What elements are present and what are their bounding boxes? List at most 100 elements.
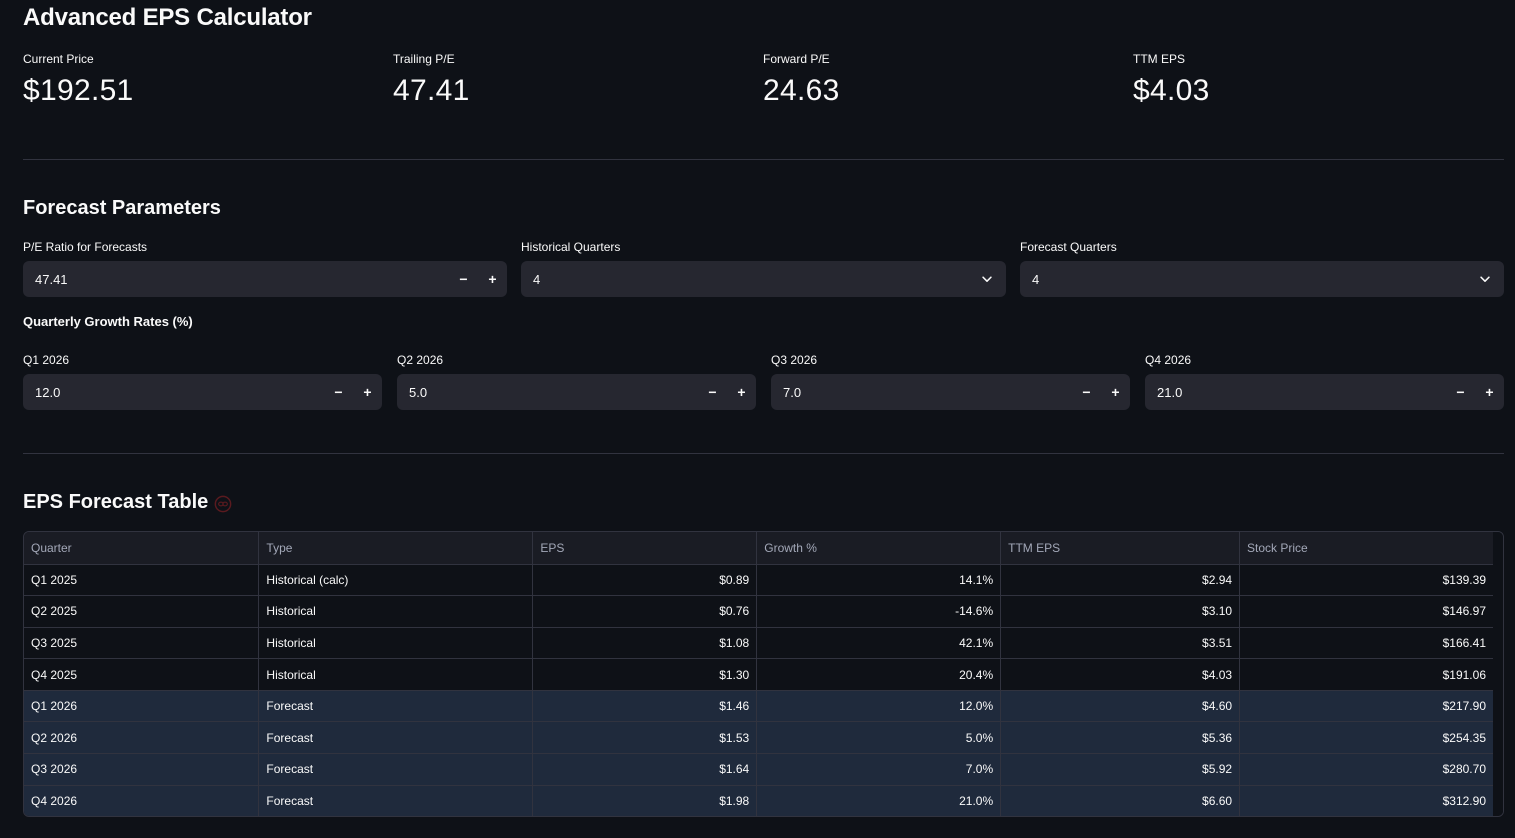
- cell-type[interactable]: Historical (calc): [258, 564, 534, 597]
- pe-ratio-label: P/E Ratio for Forecasts: [23, 240, 148, 254]
- table-row: Q4 2025 Historical $1.30 20.4% $4.03 $19…: [24, 658, 1494, 691]
- q4-growth-value[interactable]: 21.0: [1157, 384, 1183, 400]
- cell-quarter[interactable]: Q1 2025: [24, 564, 260, 597]
- table-row: Q3 2025 Historical $1.08 42.1% $3.51 $16…: [24, 627, 1494, 660]
- cell-growth[interactable]: 20.4%: [756, 658, 1002, 691]
- column-header-eps[interactable]: EPS: [532, 532, 758, 565]
- table-row-forecast: Q4 2026 Forecast $1.98 21.0% $6.60 $312.…: [24, 785, 1494, 816]
- pe-ratio-value[interactable]: 47.41: [35, 271, 68, 287]
- table-heading: EPS Forecast Table: [23, 491, 232, 514]
- cell-stock-price[interactable]: $146.97: [1239, 595, 1494, 628]
- cell-type[interactable]: Forecast: [258, 690, 534, 723]
- historical-quarters-label: Historical Quarters: [521, 240, 621, 254]
- decrement-button[interactable]: −: [1082, 384, 1091, 400]
- forecast-quarters-select[interactable]: 4: [1020, 261, 1504, 297]
- table-row-forecast: Q1 2026 Forecast $1.46 12.0% $4.60 $217.…: [24, 690, 1494, 723]
- cell-stock-price[interactable]: $217.90: [1239, 690, 1494, 723]
- cell-growth[interactable]: 7.0%: [756, 753, 1002, 786]
- table-scrollbar[interactable]: [1493, 532, 1503, 816]
- table-row: Q1 2025 Historical (calc) $0.89 14.1% $2…: [24, 564, 1494, 597]
- table-header-row: Quarter Type EPS Growth % TTM EPS Stock …: [24, 532, 1494, 565]
- cell-growth[interactable]: 14.1%: [756, 564, 1002, 597]
- cell-stock-price[interactable]: $191.06: [1239, 658, 1494, 691]
- cell-eps[interactable]: $1.08: [532, 627, 758, 660]
- increment-button[interactable]: +: [1485, 384, 1494, 400]
- pe-ratio-stepper: − +: [449, 261, 507, 297]
- column-header-growth[interactable]: Growth %: [756, 532, 1002, 565]
- q2-growth-value[interactable]: 5.0: [409, 384, 428, 400]
- cell-stock-price[interactable]: $280.70: [1239, 753, 1494, 786]
- cell-stock-price[interactable]: $139.39: [1239, 564, 1494, 597]
- cell-ttm-eps[interactable]: $3.51: [1000, 627, 1241, 660]
- q3-growth-value[interactable]: 7.0: [783, 384, 802, 400]
- cell-growth[interactable]: 5.0%: [756, 721, 1002, 755]
- cell-growth[interactable]: 42.1%: [756, 627, 1002, 660]
- column-header-ttm-eps[interactable]: TTM EPS: [1000, 532, 1241, 565]
- metric-ttm-eps: TTM EPS $4.03: [1133, 52, 1503, 108]
- q4-growth-stepper: − +: [1446, 374, 1504, 410]
- metric-label: TTM EPS: [1133, 52, 1186, 66]
- cell-type[interactable]: Historical: [258, 627, 534, 660]
- metric-trailing-pe: Trailing P/E 47.41: [393, 52, 763, 108]
- increment-button[interactable]: +: [737, 384, 746, 400]
- cell-quarter[interactable]: Q2 2025: [24, 595, 260, 628]
- increment-button[interactable]: +: [1111, 384, 1120, 400]
- column-header-quarter[interactable]: Quarter: [24, 532, 260, 565]
- decrement-button[interactable]: −: [1456, 384, 1465, 400]
- data-table: Quarter Type EPS Growth % TTM EPS Stock …: [24, 532, 1494, 816]
- cell-growth[interactable]: -14.6%: [756, 595, 1002, 628]
- cell-eps[interactable]: $1.30: [532, 658, 758, 691]
- cell-ttm-eps[interactable]: $4.03: [1000, 658, 1241, 691]
- cell-growth[interactable]: 21.0%: [756, 785, 1002, 816]
- cell-stock-price[interactable]: $166.41: [1239, 627, 1494, 660]
- q1-growth-input[interactable]: 12.0 − +: [23, 374, 382, 410]
- cell-stock-price[interactable]: $254.35: [1239, 721, 1494, 755]
- cell-eps[interactable]: $0.89: [532, 564, 758, 597]
- cell-quarter[interactable]: Q3 2025: [24, 627, 260, 660]
- decrement-button[interactable]: −: [708, 384, 717, 400]
- cell-eps[interactable]: $1.64: [532, 753, 758, 786]
- historical-quarters-select[interactable]: 4: [521, 261, 1006, 297]
- increment-button[interactable]: +: [363, 384, 372, 400]
- cell-quarter[interactable]: Q4 2025: [24, 658, 260, 691]
- cell-eps[interactable]: $0.76: [532, 595, 758, 628]
- cell-type[interactable]: Historical: [258, 595, 534, 628]
- cell-ttm-eps[interactable]: $6.60: [1000, 785, 1241, 816]
- cell-type[interactable]: Forecast: [258, 753, 534, 786]
- table-row: Q2 2025 Historical $0.76 -14.6% $3.10 $1…: [24, 595, 1494, 628]
- metric-label: Forward P/E: [763, 52, 830, 66]
- q1-growth-value[interactable]: 12.0: [35, 384, 61, 400]
- cell-growth[interactable]: 12.0%: [756, 690, 1002, 723]
- cell-type[interactable]: Historical: [258, 658, 534, 691]
- cell-ttm-eps[interactable]: $5.92: [1000, 753, 1241, 786]
- eps-forecast-table[interactable]: Quarter Type EPS Growth % TTM EPS Stock …: [23, 531, 1504, 817]
- column-header-stock-price[interactable]: Stock Price: [1239, 532, 1494, 565]
- cell-quarter[interactable]: Q3 2026: [24, 753, 260, 786]
- q1-growth-label: Q1 2026: [23, 353, 70, 367]
- increment-button[interactable]: +: [488, 271, 497, 287]
- table-row-forecast: Q3 2026 Forecast $1.64 7.0% $5.92 $280.7…: [24, 753, 1494, 786]
- cell-ttm-eps[interactable]: $5.36: [1000, 721, 1241, 755]
- cell-quarter[interactable]: Q1 2026: [24, 690, 260, 723]
- decrement-button[interactable]: −: [459, 271, 468, 287]
- q4-growth-input[interactable]: 21.0 − +: [1145, 374, 1504, 410]
- cell-ttm-eps[interactable]: $3.10: [1000, 595, 1241, 628]
- cell-ttm-eps[interactable]: $4.60: [1000, 690, 1241, 723]
- section-divider: [23, 453, 1504, 454]
- cell-eps[interactable]: $1.53: [532, 721, 758, 755]
- cell-type[interactable]: Forecast: [258, 721, 534, 755]
- link-icon[interactable]: [214, 495, 232, 513]
- cell-eps[interactable]: $1.98: [532, 785, 758, 816]
- cell-ttm-eps[interactable]: $2.94: [1000, 564, 1241, 597]
- cell-stock-price[interactable]: $312.90: [1239, 785, 1494, 816]
- q3-growth-input[interactable]: 7.0 − +: [771, 374, 1130, 410]
- cell-quarter[interactable]: Q4 2026: [24, 785, 260, 816]
- q2-growth-input[interactable]: 5.0 − +: [397, 374, 756, 410]
- cell-type[interactable]: Forecast: [258, 785, 534, 816]
- pe-ratio-input[interactable]: 47.41 − +: [23, 261, 507, 297]
- cell-quarter[interactable]: Q2 2026: [24, 721, 260, 755]
- decrement-button[interactable]: −: [334, 384, 343, 400]
- column-header-type[interactable]: Type: [258, 532, 534, 565]
- chevron-down-icon: [1480, 276, 1490, 282]
- cell-eps[interactable]: $1.46: [532, 690, 758, 723]
